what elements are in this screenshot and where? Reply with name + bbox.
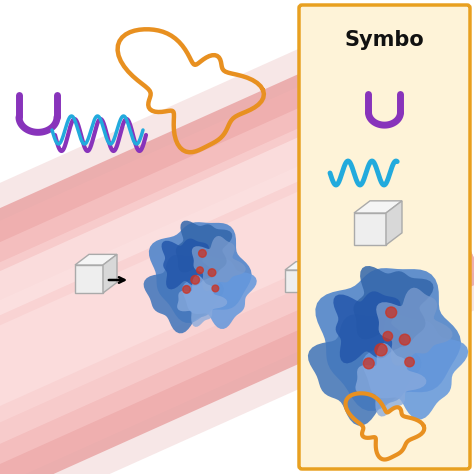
Circle shape — [405, 357, 414, 367]
Polygon shape — [0, 18, 474, 474]
Polygon shape — [103, 255, 117, 293]
Polygon shape — [0, 50, 474, 474]
Polygon shape — [307, 262, 318, 292]
Polygon shape — [182, 255, 257, 329]
Circle shape — [197, 267, 203, 273]
Polygon shape — [192, 236, 246, 291]
Circle shape — [208, 269, 216, 276]
Polygon shape — [285, 262, 318, 270]
Polygon shape — [354, 213, 386, 245]
Polygon shape — [376, 288, 453, 366]
Polygon shape — [0, 39, 474, 474]
Polygon shape — [0, 137, 450, 424]
Polygon shape — [144, 255, 224, 333]
Circle shape — [199, 249, 206, 257]
Polygon shape — [354, 266, 434, 347]
Polygon shape — [386, 201, 402, 245]
Circle shape — [386, 307, 397, 318]
Polygon shape — [308, 314, 421, 426]
Polygon shape — [0, 92, 416, 348]
Polygon shape — [356, 343, 427, 417]
Circle shape — [212, 285, 219, 292]
Polygon shape — [176, 221, 232, 278]
Polygon shape — [149, 222, 252, 323]
Circle shape — [400, 334, 410, 345]
Polygon shape — [363, 314, 468, 419]
Polygon shape — [285, 270, 307, 292]
FancyBboxPatch shape — [299, 5, 470, 469]
Polygon shape — [0, 68, 472, 472]
Polygon shape — [75, 265, 103, 293]
Circle shape — [182, 285, 191, 293]
Circle shape — [191, 275, 200, 284]
Polygon shape — [315, 268, 461, 411]
Text: Symbo: Symbo — [345, 30, 424, 50]
Polygon shape — [162, 238, 212, 290]
Polygon shape — [75, 255, 117, 265]
Circle shape — [375, 344, 387, 356]
Circle shape — [363, 358, 374, 369]
Polygon shape — [0, 84, 464, 456]
Polygon shape — [333, 292, 405, 364]
Polygon shape — [0, 116, 456, 438]
Polygon shape — [177, 275, 227, 327]
Polygon shape — [354, 201, 402, 213]
Circle shape — [383, 331, 392, 341]
